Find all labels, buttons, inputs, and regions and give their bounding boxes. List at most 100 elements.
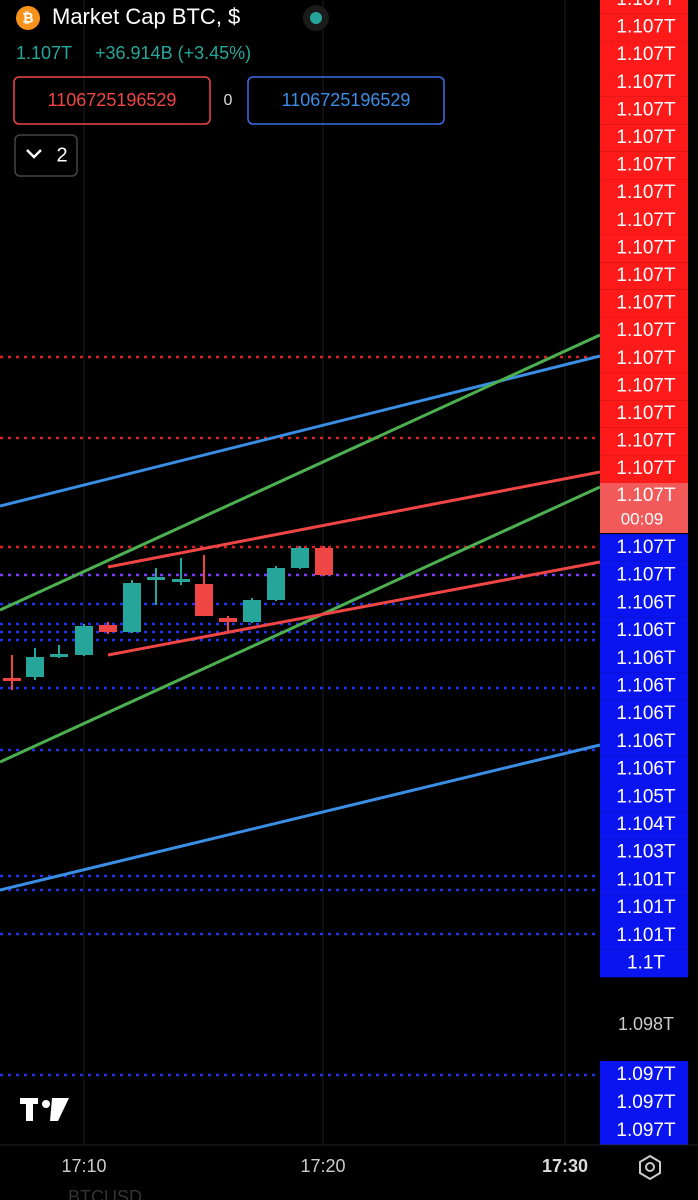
axis-label-bg [600,728,688,756]
axis-label: 1.106T [616,592,676,613]
axis-label: 1.101T [616,869,676,890]
candle-body [3,678,21,681]
candle-body [219,618,237,622]
time-label: 17:30 [542,1156,588,1176]
axis-label: 1.107T [616,99,676,120]
axis-label: 1.097T [616,1092,676,1113]
axis-label: 1.106T [616,648,676,669]
axis-label-bg [600,345,688,373]
candle-body [315,548,333,575]
axis-label-bg [600,811,688,839]
input-right[interactable]: 1106725196529 [282,90,411,110]
countdown: 00:09 [621,509,664,528]
current-price-bg [600,483,688,533]
settings-icon[interactable] [639,1154,661,1181]
axis-label: 1.107T [616,155,676,176]
candle-body [147,577,165,580]
axis-label-bg [600,921,688,950]
candle-body [75,626,93,655]
axis-label-bg [600,783,688,812]
axis-label-bg [600,534,688,562]
time-label: 17:20 [300,1156,345,1176]
candle-body [26,657,44,677]
axis-label-bg [600,41,688,69]
candle-body [172,579,190,582]
axis-label: 1.097T [616,1064,676,1085]
input-left[interactable]: 1106725196529 [48,90,177,110]
axis-label-bg [600,179,688,207]
axis-label-bg [600,372,688,401]
axis-label: 1.107T [616,458,676,479]
candle-body [267,568,285,600]
axis-label: 1.101T [616,897,676,918]
axis-label-bg [600,262,688,290]
axis-label: 1.107T [616,44,676,65]
symbol: BTCUSD [68,1187,142,1200]
axis-label: 1.106T [616,620,676,641]
axis-label-bg [600,1089,688,1117]
axis-label: 1.107T [616,348,676,369]
axis-label: 1.1T [627,953,665,974]
candle-body [99,625,117,632]
axis-label-bg [600,672,688,701]
axis-label-bg [600,894,688,922]
axis-label: 1.107T [616,431,676,452]
axis-label: 1.107T [616,0,676,10]
axis-label: 1.107T [616,17,676,38]
axis-label: 1.106T [616,676,676,697]
axis-label-bg [600,455,688,483]
axis-label-bg [600,207,688,235]
axis-label-bg [600,317,688,345]
axis-label-bg [600,561,688,590]
axis-label: 1.097T [616,1120,676,1141]
current-price: 1.107T [616,485,676,506]
axis-label-bg [600,13,688,42]
time-label: 17:10 [61,1156,106,1176]
axis-label-bg [600,289,688,318]
axis-label: 1.104T [616,814,676,835]
axis-label: 1.107T [616,320,676,341]
axis-label: 1.107T [616,403,676,424]
axis-label: 1.098T [618,1014,674,1034]
axis-label-bg [600,69,688,97]
axis-label-bg [600,151,688,180]
axis-label: 1.107T [616,237,676,258]
candle-body [195,584,213,616]
axis-label-bg [600,124,688,152]
axis-label: 1.106T [616,703,676,724]
axis-label: 1.107T [616,537,676,558]
axis-label-bg [600,949,688,978]
candle-body [123,583,141,632]
change: +36.914B (+3.45%) [95,43,251,63]
axis-label: 1.107T [616,127,676,148]
axis-label: 1.107T [616,210,676,231]
axis-label: 1.106T [616,759,676,780]
axis-label: 1.101T [616,925,676,946]
price: 1.107T [16,43,72,63]
axis-label: 1.103T [616,842,676,863]
axis-label: 1.107T [616,565,676,586]
axis-label-bg [600,617,688,645]
axis-label-bg [600,755,688,784]
candle-body [50,654,68,657]
candle-body [243,600,261,622]
axis-label-bg [600,234,688,263]
input-middle: 0 [224,92,233,109]
axis-label-bg [600,1117,688,1145]
axis-label: 1.107T [616,375,676,396]
axis-label-bg [600,838,688,867]
axis-label-bg [600,1061,688,1089]
axis-label-bg [600,96,688,125]
axis-label: 1.107T [616,293,676,314]
axis-label-bg [600,700,688,729]
axis-label: 1.107T [616,182,676,203]
svg-text:₿: ₿ [22,10,33,26]
axis-label-bg [600,589,688,618]
axis-label-bg [600,0,688,14]
axis-label-bg [600,427,688,456]
candle-body [291,548,309,568]
collapse-button[interactable] [14,134,78,177]
axis-label: 1.105T [616,786,676,807]
